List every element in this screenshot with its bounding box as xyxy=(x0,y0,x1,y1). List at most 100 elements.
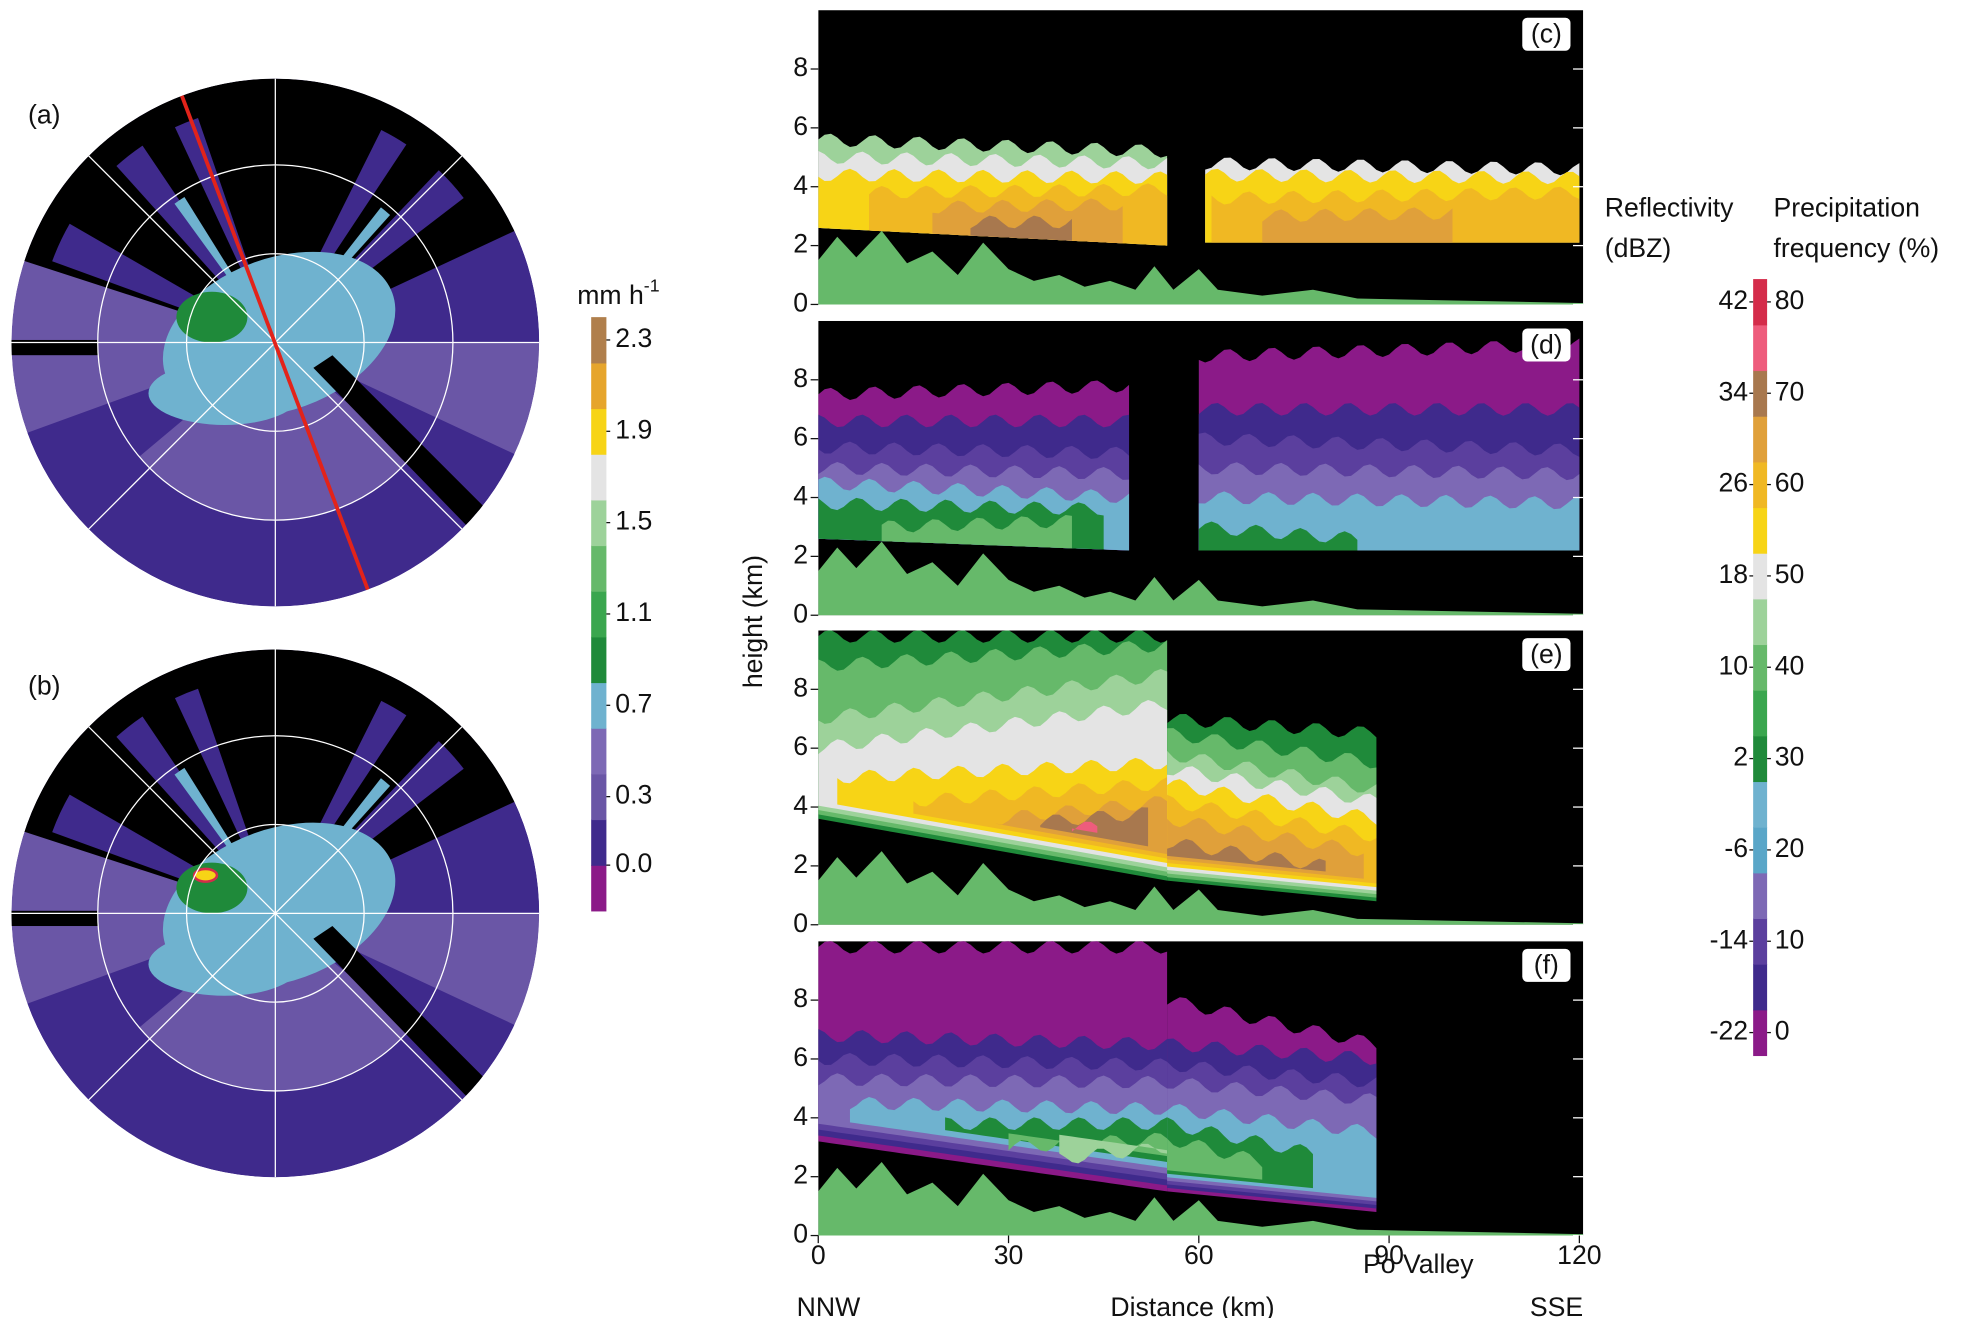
colorbar-swatch xyxy=(591,819,607,866)
colorbar-swatch xyxy=(591,865,607,912)
colorbar-tick-label: 0.3 xyxy=(615,780,652,810)
beam-block xyxy=(11,339,98,356)
colorbar-swatch xyxy=(591,728,607,775)
colorbar-swatch xyxy=(1753,370,1768,417)
y-tick-label: 8 xyxy=(793,52,808,82)
x-axis-label: Distance (km) xyxy=(1110,1292,1274,1318)
colorbar-tick-label: 2.3 xyxy=(615,323,652,353)
colorbar-tick-label: 34 xyxy=(1718,376,1748,406)
panel-label: (d) xyxy=(1530,329,1563,359)
colorbar-tick-label: 2 xyxy=(1733,742,1748,772)
terrain xyxy=(818,1161,1584,1236)
y-tick-label: 2 xyxy=(793,539,808,569)
label-box xyxy=(1522,948,1571,982)
colorbar-swatch xyxy=(1753,324,1768,372)
echo-layer xyxy=(1167,1138,1263,1180)
panel-label: (b) xyxy=(28,671,61,701)
y-tick-label: 6 xyxy=(793,731,808,761)
echo-layer xyxy=(1059,1134,1168,1164)
y-tick-label: 2 xyxy=(793,229,808,259)
echo-layer xyxy=(970,215,1072,241)
unit-exponent: -1 xyxy=(644,275,660,295)
y-tick-label: 8 xyxy=(793,983,808,1013)
spoke xyxy=(274,726,463,914)
cross-section xyxy=(818,10,1584,305)
colorbar-swatch xyxy=(591,362,607,410)
colorbar-tick-label: 10 xyxy=(1718,650,1748,680)
annotation: NNW xyxy=(797,1292,861,1318)
colorbar-tick-label: 20 xyxy=(1775,833,1805,863)
colorbar-tick-label: 18 xyxy=(1718,559,1748,589)
echo-peak xyxy=(192,867,219,883)
colorbar-swatch xyxy=(1753,598,1768,646)
colorbar-tick-label: 26 xyxy=(1718,468,1748,498)
colorbar-tick-label: 1.1 xyxy=(615,597,652,627)
y-tick-label: 8 xyxy=(793,672,808,702)
cross-section xyxy=(818,320,1584,616)
colorbar-swatch xyxy=(591,591,607,638)
y-tick-label: 4 xyxy=(793,170,808,200)
colorbar-swatch xyxy=(591,545,607,592)
spoke xyxy=(88,912,276,1101)
terrain xyxy=(818,541,1584,616)
colorbar-tick-label: -6 xyxy=(1724,833,1748,863)
spoke xyxy=(274,912,463,1101)
annotation: SSE xyxy=(1530,1292,1583,1318)
colorbar-swatch xyxy=(1753,644,1768,691)
y-tick-label: 8 xyxy=(793,363,808,393)
echo-layer xyxy=(881,514,1072,549)
colorbar-swatch xyxy=(591,454,607,501)
y-tick-label: 2 xyxy=(793,849,808,879)
colorbar-swatch xyxy=(1753,781,1768,828)
colorbar-title: Precipitation xyxy=(1773,192,1920,222)
colorbar-tick-label: 40 xyxy=(1775,650,1805,680)
spoke xyxy=(88,726,276,914)
colorbar-tick-label: 1.5 xyxy=(615,506,652,536)
colorbar-swatch xyxy=(1753,735,1768,783)
label-box xyxy=(1522,638,1571,672)
echo-layer xyxy=(1198,521,1358,551)
colorbar-swatch xyxy=(1753,279,1768,326)
colorbar-swatch xyxy=(591,636,607,684)
spoke xyxy=(88,155,276,343)
y-tick-label: 4 xyxy=(793,1101,808,1131)
transect-line xyxy=(178,90,370,591)
colorbar-swatch xyxy=(1753,1009,1768,1057)
spoke xyxy=(88,342,276,530)
colorbar-swatch xyxy=(1753,918,1768,965)
y-axis-label: height (km) xyxy=(738,555,768,688)
colorbar-swatch xyxy=(1753,416,1768,463)
echo-layer xyxy=(1262,207,1453,243)
colorbar-tick-label: 42 xyxy=(1718,285,1748,315)
x-tick-label: 30 xyxy=(994,1240,1024,1270)
panel-label: (f) xyxy=(1534,950,1559,980)
colorbar-swatch xyxy=(1753,553,1768,600)
y-tick-label: 2 xyxy=(793,1160,808,1190)
cross-section xyxy=(818,630,1584,925)
colorbar-swatch xyxy=(591,408,607,455)
y-tick-label: 0 xyxy=(793,598,808,628)
x-tick-label: 120 xyxy=(1557,1240,1601,1270)
colorbar-title: frequency (%) xyxy=(1773,233,1939,263)
y-tick-label: 6 xyxy=(793,422,808,452)
label-box xyxy=(1522,328,1571,362)
colorbar-swatch xyxy=(591,499,607,547)
colorbar-tick-label: 30 xyxy=(1775,742,1805,772)
beam-block xyxy=(11,910,98,927)
terrain xyxy=(818,230,1584,305)
y-tick-label: 4 xyxy=(793,790,808,820)
colorbar-tick-label: -14 xyxy=(1710,924,1749,954)
radar-map xyxy=(11,649,540,1178)
colorbar-tick-label: 60 xyxy=(1775,468,1805,498)
colorbar-title: mm h-1 xyxy=(577,275,659,309)
colorbar-tick-label: 50 xyxy=(1775,559,1805,589)
colorbar-swatch xyxy=(1753,690,1768,737)
colorbar-swatch xyxy=(1753,507,1768,554)
echo-layer xyxy=(1071,821,1098,833)
colorbar-title: (dBZ) xyxy=(1605,233,1672,263)
colorbar-tick-label: 10 xyxy=(1775,924,1805,954)
echo-core xyxy=(176,291,248,343)
colorbar-tick-label: -22 xyxy=(1710,1016,1748,1046)
